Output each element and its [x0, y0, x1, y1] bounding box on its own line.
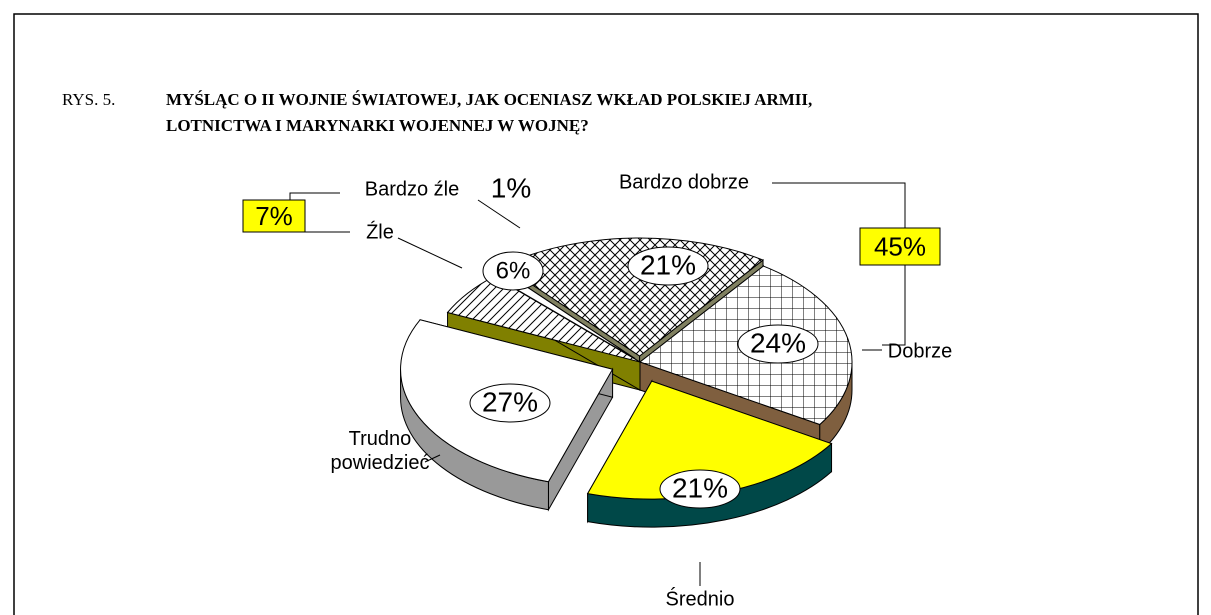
value-label: 24% — [750, 327, 806, 358]
category-label: Trudno powiedzieć — [331, 428, 430, 474]
annotation: 45% — [874, 231, 926, 261]
leader-line — [289, 192, 340, 200]
value-label-bubble — [737, 324, 819, 364]
category-label: Bardzo źle — [365, 178, 460, 200]
value-label: 27% — [482, 386, 538, 417]
leader-line — [397, 237, 463, 269]
value-label-bubble — [659, 469, 741, 509]
category-label: Dobrze — [888, 340, 952, 362]
value-label: 6% — [496, 257, 531, 284]
value-label: 21% — [672, 472, 728, 503]
value-label-bubble — [469, 383, 551, 423]
value-label: 21% — [640, 249, 696, 280]
value-label-bubble — [482, 251, 544, 291]
annotation-box — [859, 227, 941, 266]
leader-line — [424, 454, 441, 463]
category-label: Bardzo dobrze — [619, 171, 749, 193]
category-label: Źle — [366, 220, 394, 243]
annotation-box — [242, 199, 306, 233]
figure-label: RYS. 5. — [62, 90, 115, 109]
chart-title: LOTNICTWA I MARYNARKI WOJENNEJ W WOJNĘ? — [166, 116, 589, 135]
category-label: Średnio — [666, 586, 735, 610]
annotation: 7% — [255, 201, 293, 231]
leader-line — [882, 265, 906, 346]
value-label: 1% — [491, 172, 531, 203]
frame — [13, 13, 1199, 615]
leader-line — [477, 199, 521, 229]
chart-title: MYŚLĄC O II WOJNIE ŚWIATOWEJ, JAK OCENIA… — [166, 90, 812, 109]
category-label-line: Trudno — [349, 428, 412, 450]
category-label-line: powiedzieć — [331, 452, 430, 474]
leader-line — [772, 182, 906, 228]
value-label-bubble — [627, 246, 709, 286]
